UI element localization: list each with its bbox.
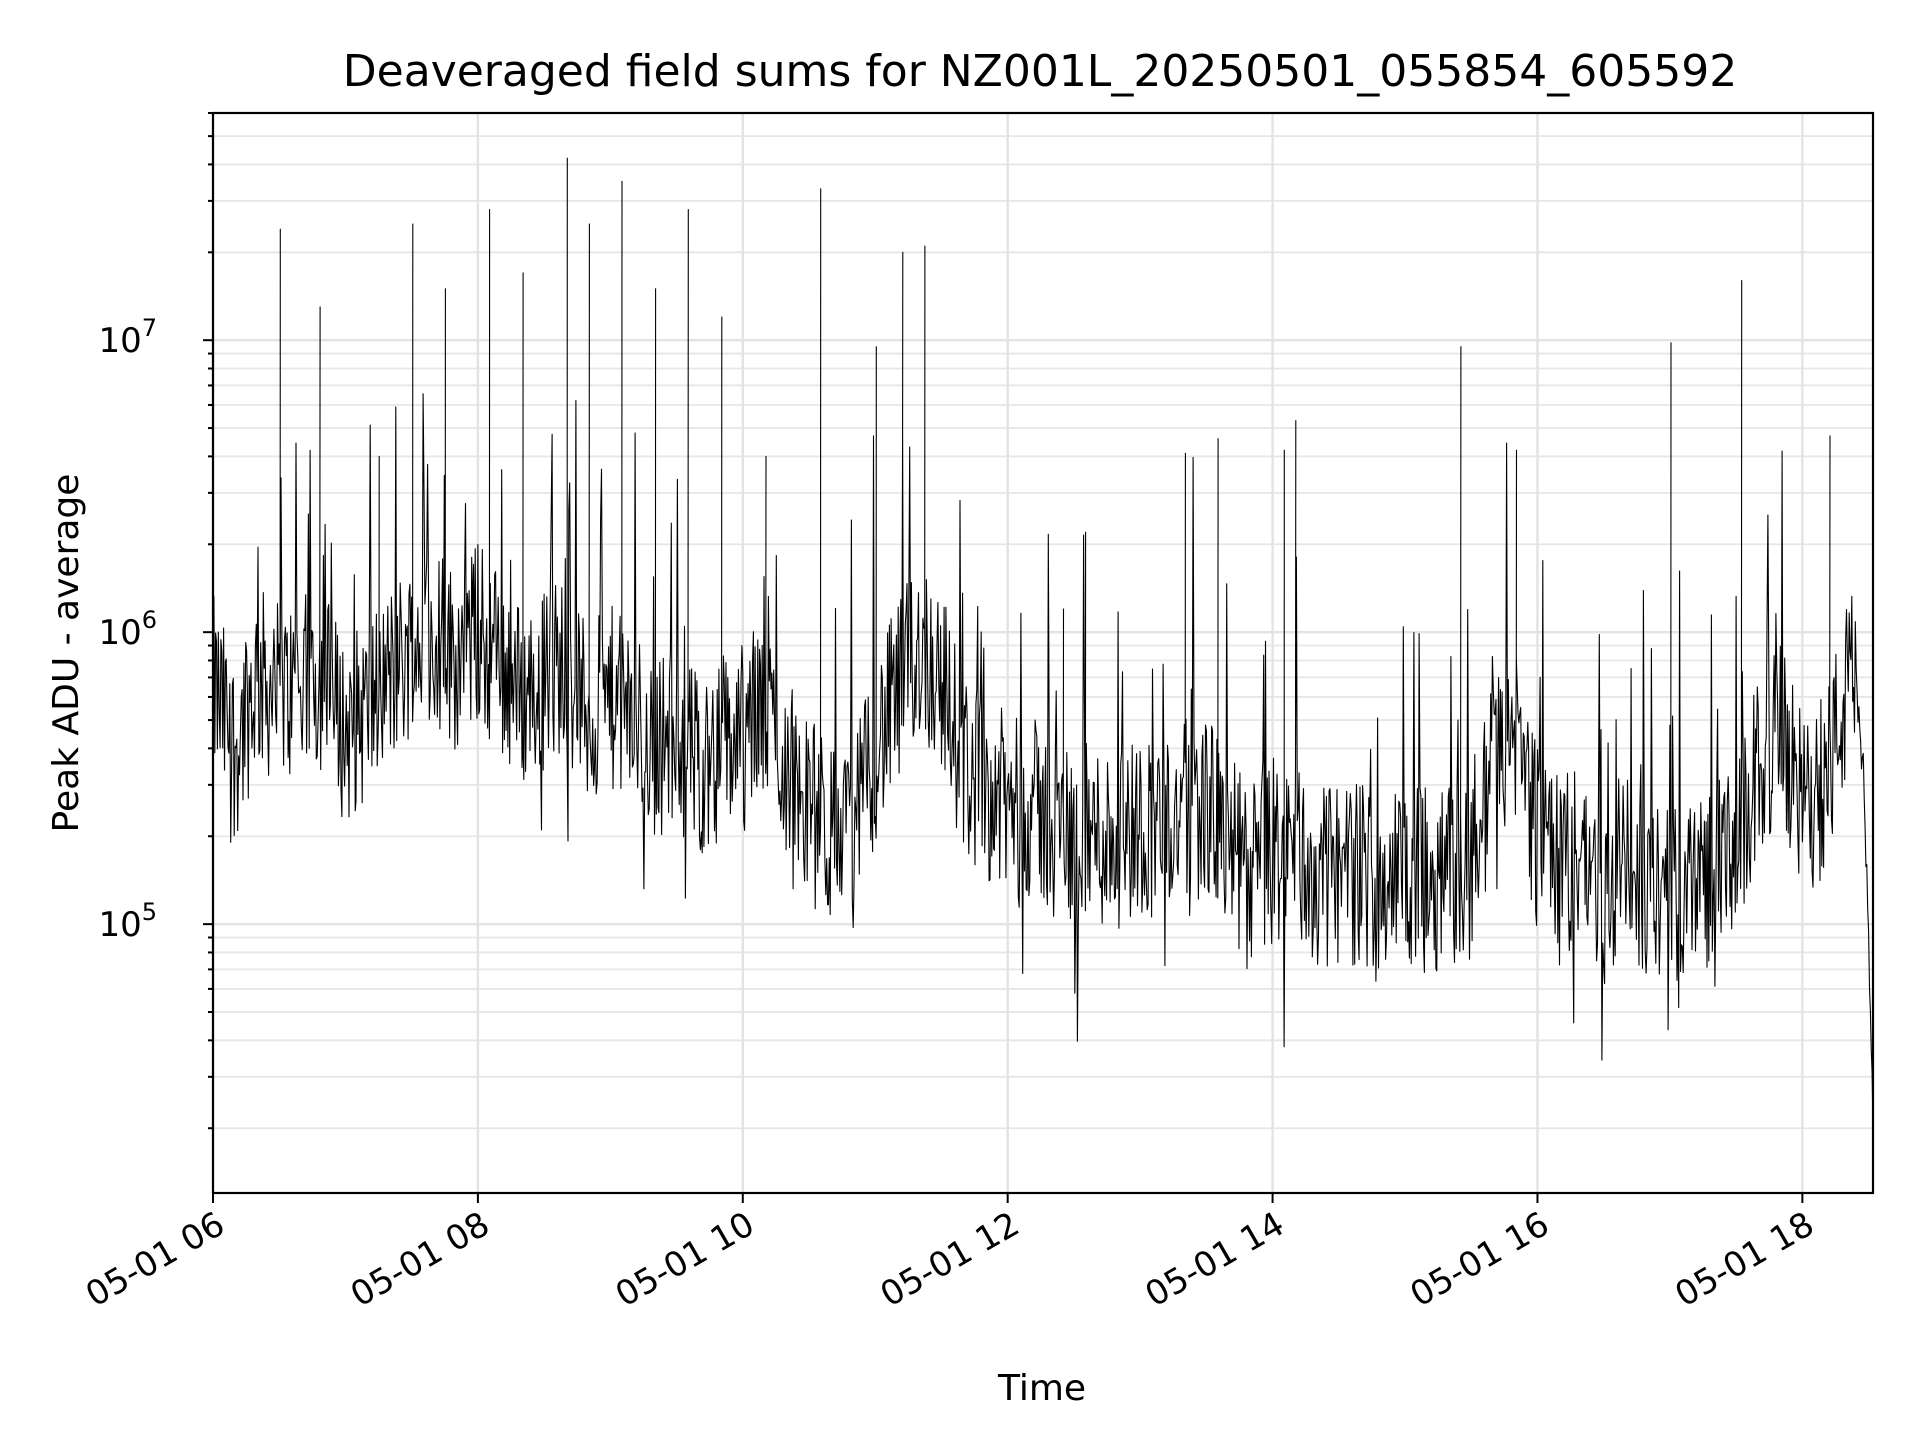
series-line (212, 157, 1874, 1129)
y-tick-label: 107 (98, 314, 157, 361)
y-axis-label: Peak ADU - average (46, 474, 87, 833)
x-axis-label: Time (997, 1368, 1086, 1409)
chart-title: Deaveraged field sums for NZ001L_2025050… (343, 46, 1737, 97)
plot-frame (211, 111, 1875, 1195)
